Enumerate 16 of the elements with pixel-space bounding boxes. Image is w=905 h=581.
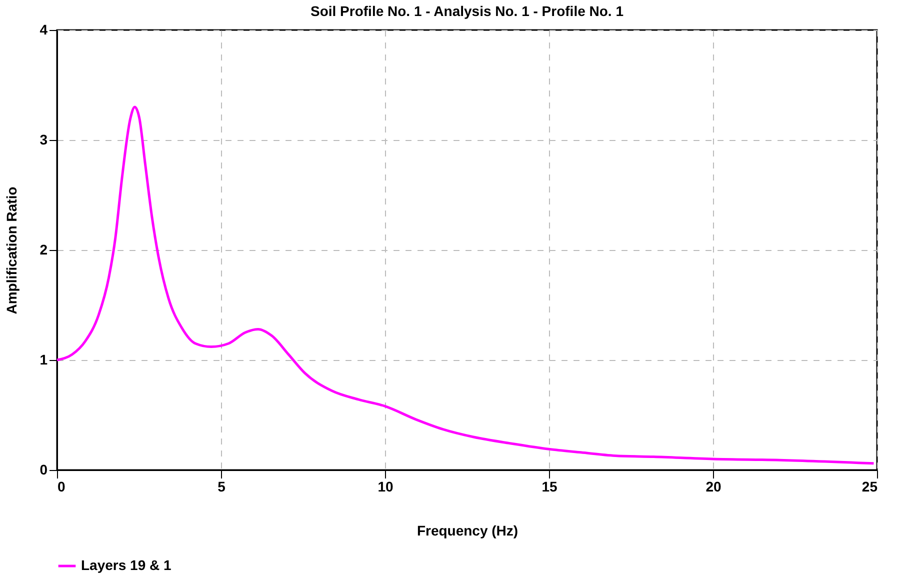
chart-title: Soil Profile No. 1 - Analysis No. 1 - Profile No. 1 (310, 3, 624, 19)
x-tick-label: 15 (542, 478, 558, 494)
x-axis-title: Frequency (Hz) (416, 522, 518, 538)
x-tick-label: 0 (58, 478, 66, 494)
y-tick-label: 1 (40, 352, 48, 368)
x-tick-label: 5 (218, 478, 226, 494)
y-tick-label: 2 (40, 242, 48, 258)
x-tick-label: 20 (706, 478, 722, 494)
legend-label: Layers 19 & 1 (81, 557, 172, 573)
x-tick-label: 10 (378, 478, 394, 494)
y-tick-label: 3 (40, 132, 48, 148)
x-tick-label: 25 (862, 478, 878, 494)
y-tick-label: 4 (40, 22, 48, 38)
y-tick-label: 0 (40, 462, 48, 478)
y-axis-title: Amplification Ratio (4, 186, 20, 314)
line-series (56, 106, 875, 465)
